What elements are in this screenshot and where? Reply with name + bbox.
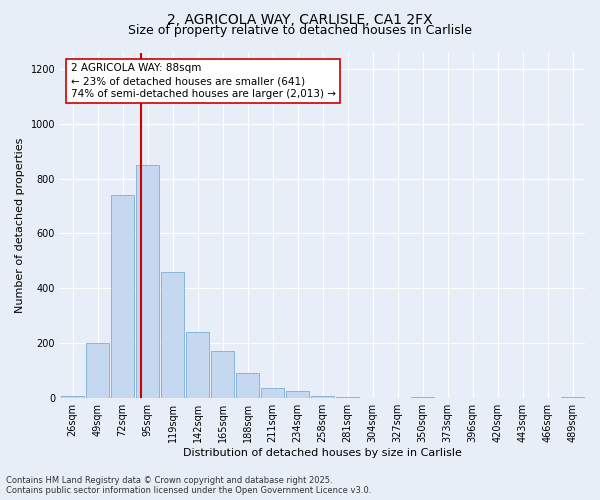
Bar — [211, 351, 234, 398]
Bar — [411, 397, 434, 398]
Text: Contains HM Land Registry data © Crown copyright and database right 2025.
Contai: Contains HM Land Registry data © Crown c… — [6, 476, 371, 495]
Bar — [236, 373, 259, 398]
X-axis label: Distribution of detached houses by size in Carlisle: Distribution of detached houses by size … — [183, 448, 462, 458]
Bar — [111, 195, 134, 398]
Bar — [161, 272, 184, 398]
Bar — [86, 343, 109, 398]
Bar — [61, 396, 84, 398]
Bar — [311, 396, 334, 398]
Bar — [136, 165, 159, 398]
Bar — [561, 397, 584, 398]
Text: Size of property relative to detached houses in Carlisle: Size of property relative to detached ho… — [128, 24, 472, 37]
Y-axis label: Number of detached properties: Number of detached properties — [15, 138, 25, 313]
Bar — [336, 397, 359, 398]
Text: 2, AGRICOLA WAY, CARLISLE, CA1 2FX: 2, AGRICOLA WAY, CARLISLE, CA1 2FX — [167, 12, 433, 26]
Text: 2 AGRICOLA WAY: 88sqm
← 23% of detached houses are smaller (641)
74% of semi-det: 2 AGRICOLA WAY: 88sqm ← 23% of detached … — [71, 63, 335, 100]
Bar — [186, 332, 209, 398]
Bar — [261, 388, 284, 398]
Bar — [286, 391, 309, 398]
